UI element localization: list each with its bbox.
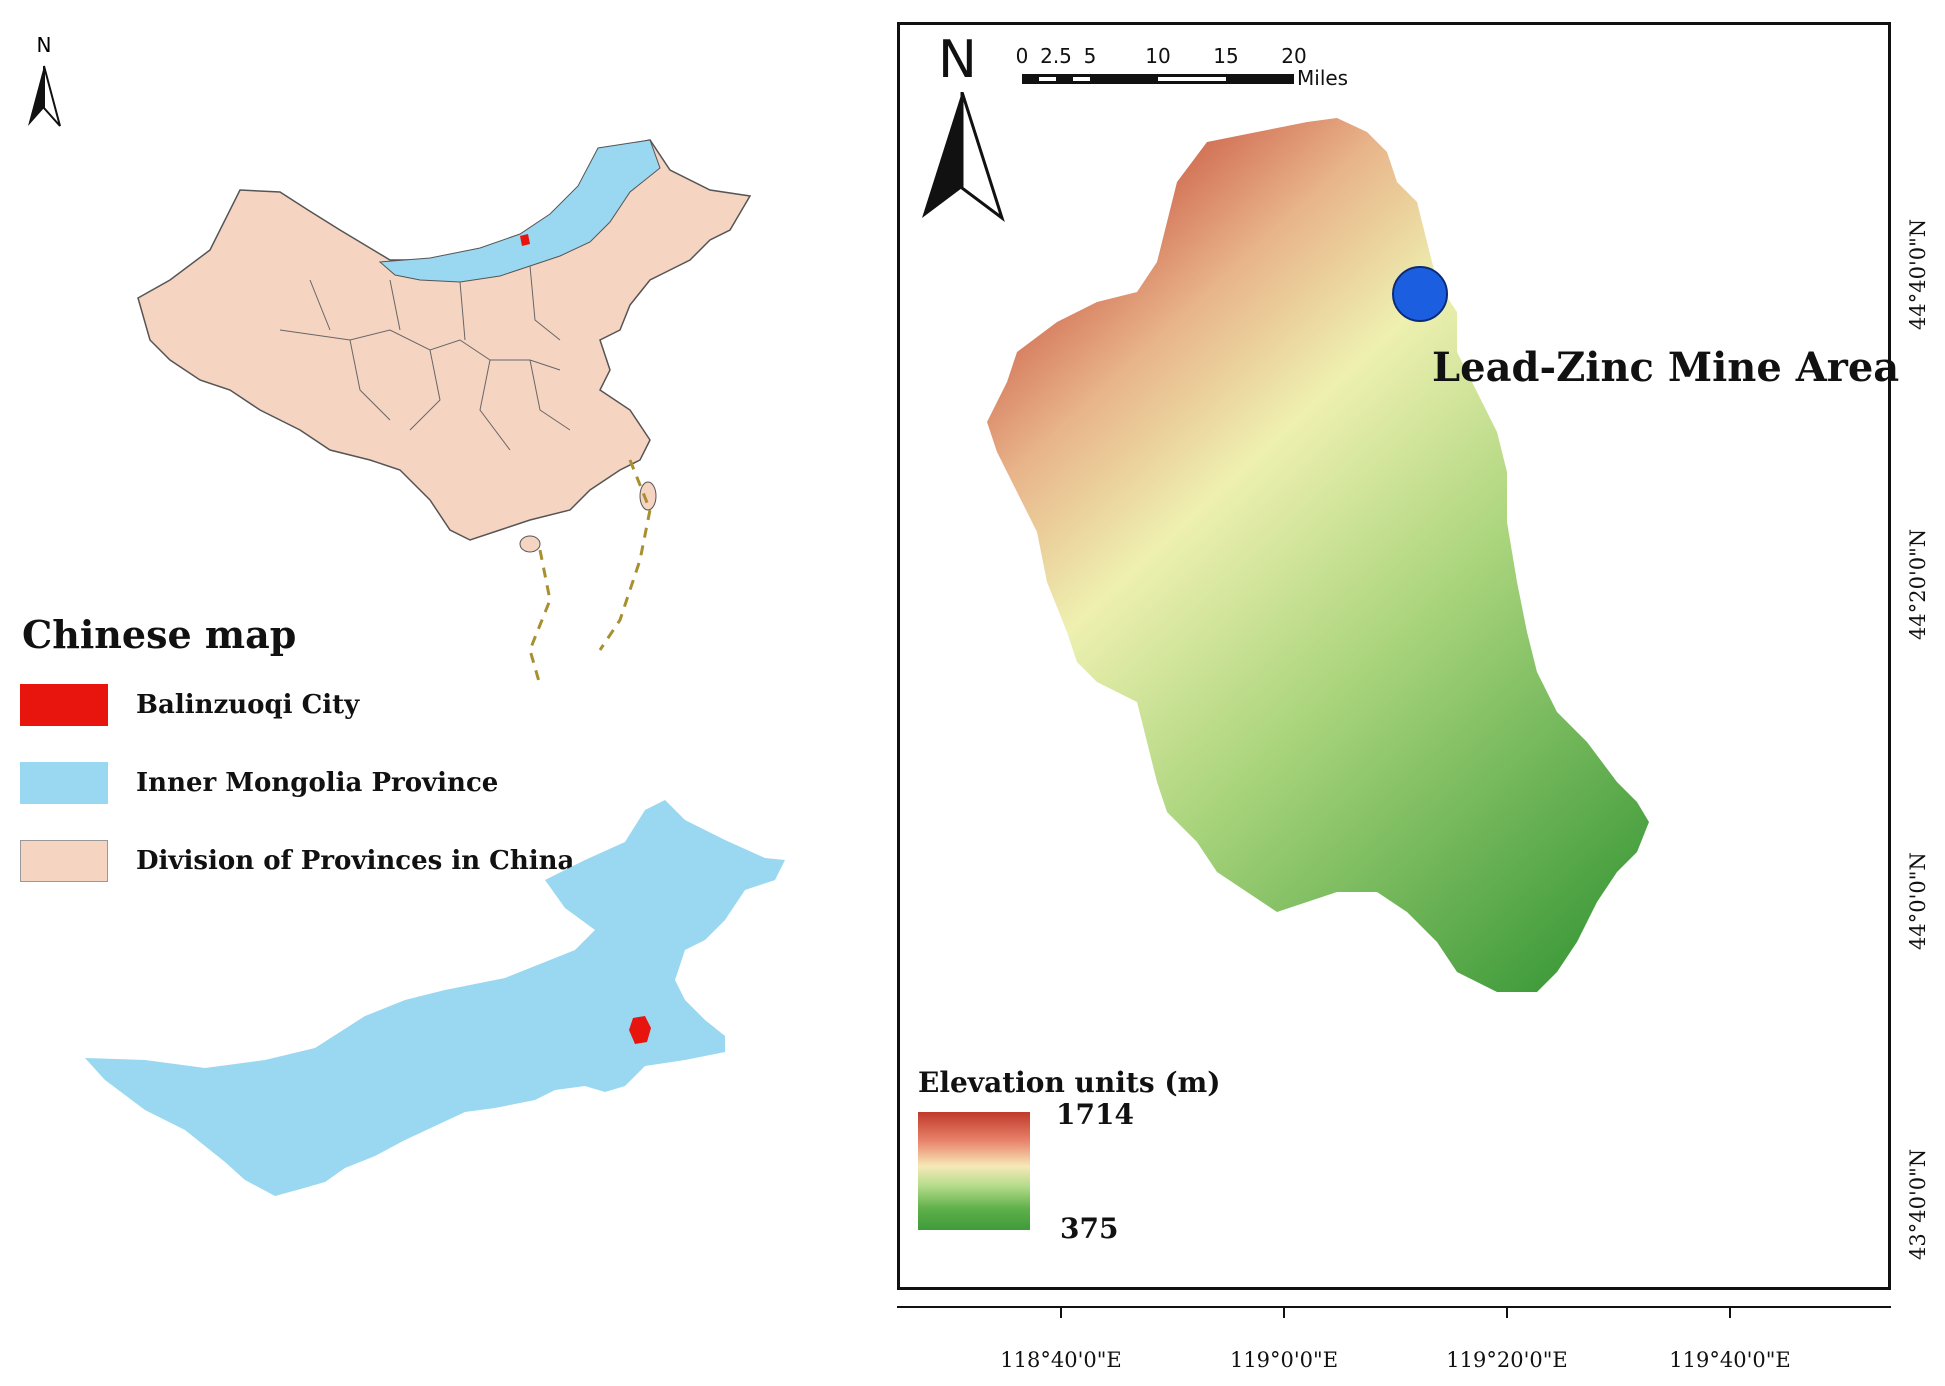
x-axis-label: 118°40'0"E (1000, 1348, 1122, 1372)
north-label-small: N (37, 34, 52, 57)
x-tick (1060, 1306, 1062, 1318)
scale-bar-segments (1022, 74, 1294, 84)
legend-swatch-peach (20, 840, 108, 882)
mine-label: Lead-Zinc Mine Area (1432, 344, 1900, 391)
elevation-min-label: 375 (1060, 1212, 1119, 1245)
x-axis-line (897, 1306, 1891, 1308)
china-map-legend: Chinese map Balinzuoqi City Inner Mongol… (20, 612, 580, 913)
scale-tick: 0 (1015, 44, 1029, 68)
y-axis-label: 44°20'0"N (1906, 528, 1930, 640)
north-label-large: N (938, 30, 977, 90)
x-tick (1729, 1306, 1731, 1318)
inner-mongolia-map (85, 800, 785, 1196)
legend-swatch-red (20, 684, 108, 726)
scale-tick: 5 (1083, 44, 1097, 68)
y-axis-label: 43°40'0"N (1906, 1148, 1930, 1260)
legend-swatch-blue (20, 762, 108, 804)
elevation-color-ramp (918, 1112, 1030, 1230)
elevation-legend-title: Elevation units (m) (918, 1066, 1221, 1099)
scale-tick: 10 (1145, 44, 1171, 68)
legend-item-provinces: Division of Provinces in China (20, 835, 580, 887)
legend-item-inner-mongolia: Inner Mongolia Province (20, 757, 580, 809)
scale-bar: 0 2.5 5 10 15 20 (1016, 44, 1382, 92)
x-tick (1283, 1306, 1285, 1318)
scale-tick: 15 (1213, 44, 1239, 68)
x-axis-label: 119°0'0"E (1229, 1348, 1339, 1372)
x-axis-label: 119°20'0"E (1446, 1348, 1568, 1372)
y-axis-label: 44°0'0"N (1906, 852, 1930, 950)
elevation-max-label: 1714 (1056, 1098, 1134, 1131)
mine-location-marker (1392, 266, 1448, 322)
scale-unit: Miles (1297, 66, 1349, 90)
map-frame (897, 22, 1891, 1290)
legend-item-balinzuoqi: Balinzuoqi City (20, 679, 580, 731)
legend-label: Balinzuoqi City (136, 690, 360, 720)
legend-label: Inner Mongolia Province (136, 768, 499, 798)
china-provinces-map (137, 139, 752, 686)
legend-title: Chinese map (22, 612, 297, 657)
north-arrow-large-icon (922, 92, 1005, 222)
y-axis-label: 44°40'0"N (1906, 218, 1930, 330)
north-arrow-small-icon: N (28, 34, 61, 127)
x-axis-label: 119°40'0"E (1669, 1348, 1791, 1372)
x-tick (1506, 1306, 1508, 1318)
elevation-map (987, 118, 1649, 992)
scale-tick: 2.5 (1040, 44, 1072, 68)
scale-tick: 20 (1281, 44, 1307, 68)
legend-label: Division of Provinces in China (136, 846, 575, 876)
